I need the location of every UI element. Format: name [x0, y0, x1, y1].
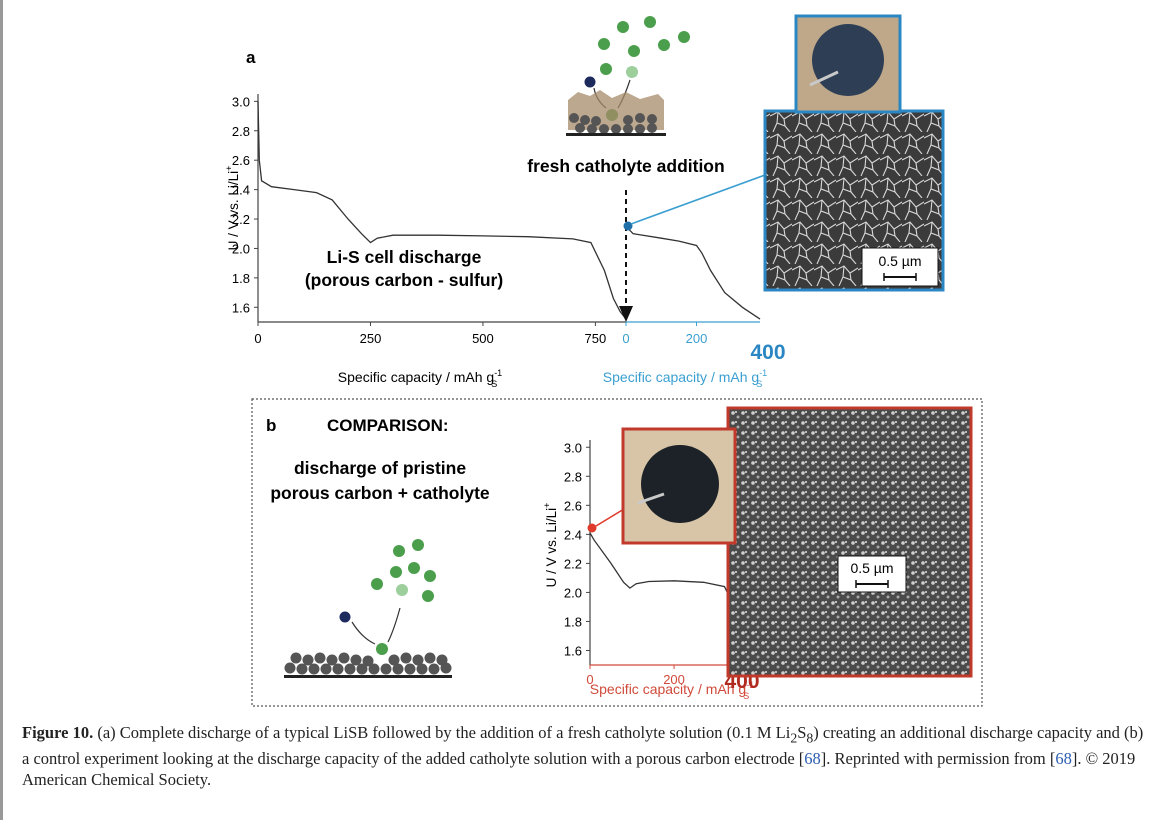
- panel-b-scale-bar-box: [837, 555, 907, 593]
- x-tick-label: 0: [622, 331, 629, 346]
- y-tick-label: 2.0: [564, 585, 582, 600]
- page-edge-rule: [0, 0, 3, 820]
- x-tick-label: 0: [586, 672, 593, 687]
- y-tick-label: 1.6: [564, 643, 582, 658]
- y-tick-label: 2.2: [232, 212, 250, 227]
- y-tick-label: 2.4: [232, 183, 250, 198]
- panel-a-xlabel-right: Specific capacity / mAh g-1 S: [603, 368, 767, 389]
- x-tick-label: 250: [360, 331, 382, 346]
- panel-b-ylabel: U / V vs. Li/Li+: [542, 503, 559, 588]
- panel-a-x-end-label: 400: [750, 341, 785, 364]
- panel-a-label: a: [246, 48, 256, 67]
- y-tick-label: 2.6: [564, 498, 582, 513]
- panel-b-title: COMPARISON:: [327, 416, 449, 435]
- panel-a-addition-arrowhead: [619, 306, 633, 322]
- panel-a-xlabel-left: Specific capacity / mAh g-1 S: [338, 368, 502, 389]
- y-tick-label: 1.8: [564, 614, 582, 629]
- panel-a-callout-line: [630, 174, 766, 225]
- panel-a-curve-added-catholyte: [625, 225, 761, 320]
- y-tick-label: 3.0: [232, 94, 250, 109]
- reference-link[interactable]: 68: [1055, 749, 1072, 769]
- panel-a-sem-inset: 0.5 µm: [763, 14, 945, 292]
- reference-link[interactable]: 68: [804, 749, 821, 769]
- y-tick-label: 1.8: [232, 271, 250, 286]
- figure-10: a 3.0 2.8 2.6 2.4 2.2 2.0 1.8 1.6 0 250 500 750 0 20…: [224, 14, 983, 707]
- y-tick-label: 2.2: [564, 556, 582, 571]
- panel-b-border: [251, 398, 983, 707]
- y-tick-label: 1.6: [232, 300, 250, 315]
- panel-a-ylabel: U / V vs. Li/Li+: [224, 166, 241, 251]
- y-tick-label: 2.8: [232, 124, 250, 139]
- figure-caption: Figure 10. (a) Complete discharge of a t…: [22, 723, 1144, 790]
- y-tick-label: 2.8: [564, 469, 582, 484]
- panel-a-catholyte-illustration: [566, 16, 690, 136]
- panel-b-marker: [587, 523, 597, 533]
- panel-b-subtitle-line1: discharge of pristine: [294, 458, 466, 478]
- panel-b: b COMPARISON: discharge of pristine poro…: [251, 398, 983, 707]
- panel-b-catholyte-illustration: [284, 539, 452, 678]
- panel-b-sem-inset: 0.5 µm: [621, 406, 973, 678]
- panel-b-scale-bar-label: 0.5 µm: [850, 560, 893, 576]
- panel-a-marker: [623, 221, 633, 231]
- panel-b-xlabel: Specific capacity / mAh g-1 S: [590, 680, 754, 701]
- panel-a-annotation-line1: Li-S cell discharge: [327, 247, 482, 267]
- panel-b-label: b: [266, 416, 276, 435]
- y-tick-label: 2.0: [232, 241, 250, 256]
- x-tick-label: 200: [686, 331, 708, 346]
- y-tick-label: 3.0: [564, 440, 582, 455]
- x-tick-label: 750: [585, 331, 607, 346]
- y-tick-label: 2.4: [564, 527, 582, 542]
- panel-b-callout-line: [595, 508, 625, 527]
- panel-a-curve-discharge: [257, 101, 627, 320]
- x-tick-label: 500: [472, 331, 494, 346]
- panel-a-scale-bar-label: 0.5 µm: [878, 253, 921, 269]
- panel-a-scale-bar-box: [861, 247, 939, 287]
- panel-a: a 3.0 2.8 2.6 2.4 2.2 2.0 1.8 1.6 0 250 500 750 0 20…: [224, 14, 945, 389]
- x-tick-label: 0: [254, 331, 261, 346]
- panel-a-annotation-line2: (porous carbon - sulfur): [305, 270, 503, 290]
- y-tick-label: 2.6: [232, 153, 250, 168]
- panel-b-subtitle-line2: porous carbon + catholyte: [270, 483, 490, 503]
- x-tick-label: 200: [663, 672, 685, 687]
- panel-a-addition-label: fresh catholyte addition: [527, 156, 724, 176]
